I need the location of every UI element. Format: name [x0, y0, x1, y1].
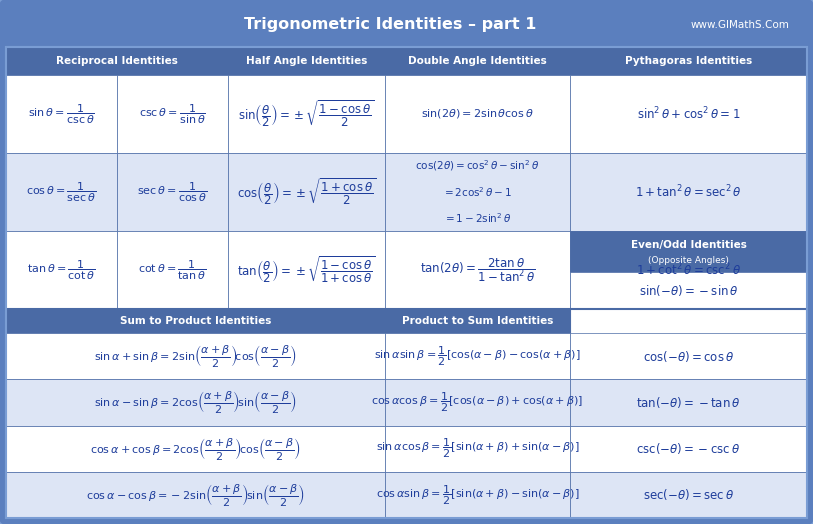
Text: Even/Odd Identities: Even/Odd Identities: [631, 240, 746, 250]
Bar: [570, 379, 807, 425]
Text: $\csc\theta = \dfrac{1}{\sin\theta}$: $\csc\theta = \dfrac{1}{\sin\theta}$: [139, 102, 206, 126]
Bar: [385, 333, 570, 379]
Bar: [6, 47, 807, 518]
Bar: [570, 47, 807, 75]
Text: Product to Sum Identities: Product to Sum Identities: [402, 316, 553, 326]
Text: $\sin(2\theta) = 2\sin\theta\cos\theta$: $\sin(2\theta) = 2\sin\theta\cos\theta$: [421, 107, 534, 121]
Text: $\cos(2\theta) = \cos^2\theta - \sin^2\theta$: $\cos(2\theta) = \cos^2\theta - \sin^2\t…: [415, 159, 540, 173]
Text: $\sin\alpha + \sin\beta = 2\sin\!\left(\dfrac{\alpha+\beta}{2}\right)\!\cos\!\le: $\sin\alpha + \sin\beta = 2\sin\!\left(\…: [94, 343, 297, 369]
Text: $\sin\alpha\sin\beta = \dfrac{1}{2}\left[\cos(\alpha-\beta) - \cos(\alpha+\beta): $\sin\alpha\sin\beta = \dfrac{1}{2}\left…: [374, 344, 580, 368]
Bar: [117, 75, 228, 153]
Bar: [6, 425, 385, 472]
Bar: [385, 379, 570, 425]
Bar: [385, 231, 570, 309]
Bar: [6, 231, 117, 309]
Bar: [6, 472, 385, 518]
Bar: [570, 231, 807, 271]
Text: Reciprocal Identities: Reciprocal Identities: [56, 56, 178, 66]
Text: $\sin\theta = \dfrac{1}{\csc\theta}$: $\sin\theta = \dfrac{1}{\csc\theta}$: [28, 102, 95, 126]
Bar: [117, 231, 228, 309]
Text: $\cos\alpha + \cos\beta = 2\cos\!\left(\dfrac{\alpha+\beta}{2}\right)\!\cos\!\le: $\cos\alpha + \cos\beta = 2\cos\!\left(\…: [90, 435, 301, 462]
Bar: [228, 75, 385, 153]
Text: $\cos\!\left(\dfrac{\theta}{2}\right) = \pm\sqrt{\dfrac{1+\cos\theta}{2}}$: $\cos\!\left(\dfrac{\theta}{2}\right) = …: [237, 177, 376, 208]
Bar: [570, 271, 807, 309]
Bar: [570, 153, 807, 231]
Bar: [385, 47, 570, 75]
Text: $\csc(-\theta) = -\csc\theta$: $\csc(-\theta) = -\csc\theta$: [637, 441, 741, 456]
Text: $\cos\alpha\sin\beta = \dfrac{1}{2}\left[\sin(\alpha+\beta) - \sin(\alpha-\beta): $\cos\alpha\sin\beta = \dfrac{1}{2}\left…: [376, 483, 580, 507]
Bar: [570, 333, 807, 379]
Bar: [6, 379, 385, 425]
Text: $\cos\theta = \dfrac{1}{\sec\theta}$: $\cos\theta = \dfrac{1}{\sec\theta}$: [26, 180, 97, 204]
Bar: [228, 47, 385, 75]
Text: $\tan(-\theta) = -\tan\theta$: $\tan(-\theta) = -\tan\theta$: [637, 395, 741, 410]
Bar: [385, 309, 570, 333]
Text: (Opposite Angles): (Opposite Angles): [648, 256, 729, 265]
Text: $1 + \tan^2\theta = \sec^2\theta$: $1 + \tan^2\theta = \sec^2\theta$: [635, 184, 742, 200]
Bar: [570, 425, 807, 472]
Text: Half Angle Identities: Half Angle Identities: [246, 56, 367, 66]
Bar: [6, 47, 807, 518]
Bar: [570, 231, 807, 309]
Text: $\cos\alpha\cos\beta = \dfrac{1}{2}\left[\cos(\alpha-\beta) + \cos(\alpha+\beta): $\cos\alpha\cos\beta = \dfrac{1}{2}\left…: [372, 390, 584, 414]
Text: www.GIMathS.Com: www.GIMathS.Com: [690, 20, 789, 30]
Bar: [385, 75, 570, 153]
Text: $= 2\cos^2\theta - 1$: $= 2\cos^2\theta - 1$: [442, 185, 513, 199]
Text: Trigonometric Identities – part 1: Trigonometric Identities – part 1: [244, 17, 537, 32]
Bar: [6, 75, 117, 153]
Bar: [117, 153, 228, 231]
Text: $\sin^2\theta + \cos^2\theta = 1$: $\sin^2\theta + \cos^2\theta = 1$: [637, 106, 740, 122]
Text: Pythagoras Identities: Pythagoras Identities: [625, 56, 752, 66]
Bar: [228, 153, 385, 231]
Text: $\tan\theta = \dfrac{1}{\cot\theta}$: $\tan\theta = \dfrac{1}{\cot\theta}$: [28, 258, 96, 282]
Bar: [6, 6, 807, 44]
Text: $\cos\alpha - \cos\beta = -2\sin\!\left(\dfrac{\alpha+\beta}{2}\right)\!\sin\!\l: $\cos\alpha - \cos\beta = -2\sin\!\left(…: [86, 482, 305, 508]
Text: $\sin\!\left(\dfrac{\theta}{2}\right) = \pm\sqrt{\dfrac{1-\cos\theta}{2}}$: $\sin\!\left(\dfrac{\theta}{2}\right) = …: [238, 99, 375, 129]
Text: $\tan(2\theta) = \dfrac{2\tan\theta}{1-\tan^2\theta}$: $\tan(2\theta) = \dfrac{2\tan\theta}{1-\…: [420, 256, 535, 284]
Text: $= 1 - 2\sin^2\theta$: $= 1 - 2\sin^2\theta$: [443, 211, 511, 225]
Text: $\sin\alpha\cos\beta = \dfrac{1}{2}\left[\sin(\alpha+\beta) + \sin(\alpha-\beta): $\sin\alpha\cos\beta = \dfrac{1}{2}\left…: [376, 437, 580, 461]
Text: $1 + \cot^2\theta = \csc^2\theta$: $1 + \cot^2\theta = \csc^2\theta$: [636, 261, 741, 278]
Text: $\sin\alpha - \sin\beta = 2\cos\!\left(\dfrac{\alpha+\beta}{2}\right)\!\sin\!\le: $\sin\alpha - \sin\beta = 2\cos\!\left(\…: [94, 389, 297, 416]
Text: $\tan\!\left(\dfrac{\theta}{2}\right) = \pm\sqrt{\dfrac{1-\cos\theta}{1+\cos\the: $\tan\!\left(\dfrac{\theta}{2}\right) = …: [237, 255, 376, 286]
Bar: [385, 425, 570, 472]
Bar: [6, 333, 385, 379]
Bar: [6, 309, 385, 333]
Text: $\sec(-\theta) = \sec\theta$: $\sec(-\theta) = \sec\theta$: [643, 487, 734, 503]
Text: Double Angle Identities: Double Angle Identities: [408, 56, 547, 66]
Text: Sum to Product Identities: Sum to Product Identities: [120, 316, 272, 326]
Text: $\cos(-\theta) = \cos\theta$: $\cos(-\theta) = \cos\theta$: [643, 348, 734, 364]
Bar: [570, 75, 807, 153]
Bar: [570, 472, 807, 518]
Bar: [385, 472, 570, 518]
Text: $\cot\theta = \dfrac{1}{\tan\theta}$: $\cot\theta = \dfrac{1}{\tan\theta}$: [138, 258, 207, 282]
Bar: [228, 231, 385, 309]
Text: $\sec\theta = \dfrac{1}{\cos\theta}$: $\sec\theta = \dfrac{1}{\cos\theta}$: [137, 180, 207, 204]
Bar: [6, 153, 117, 231]
Bar: [385, 153, 570, 231]
Text: $\sin(-\theta) = -\sin\theta$: $\sin(-\theta) = -\sin\theta$: [639, 283, 738, 298]
Bar: [6, 47, 228, 75]
